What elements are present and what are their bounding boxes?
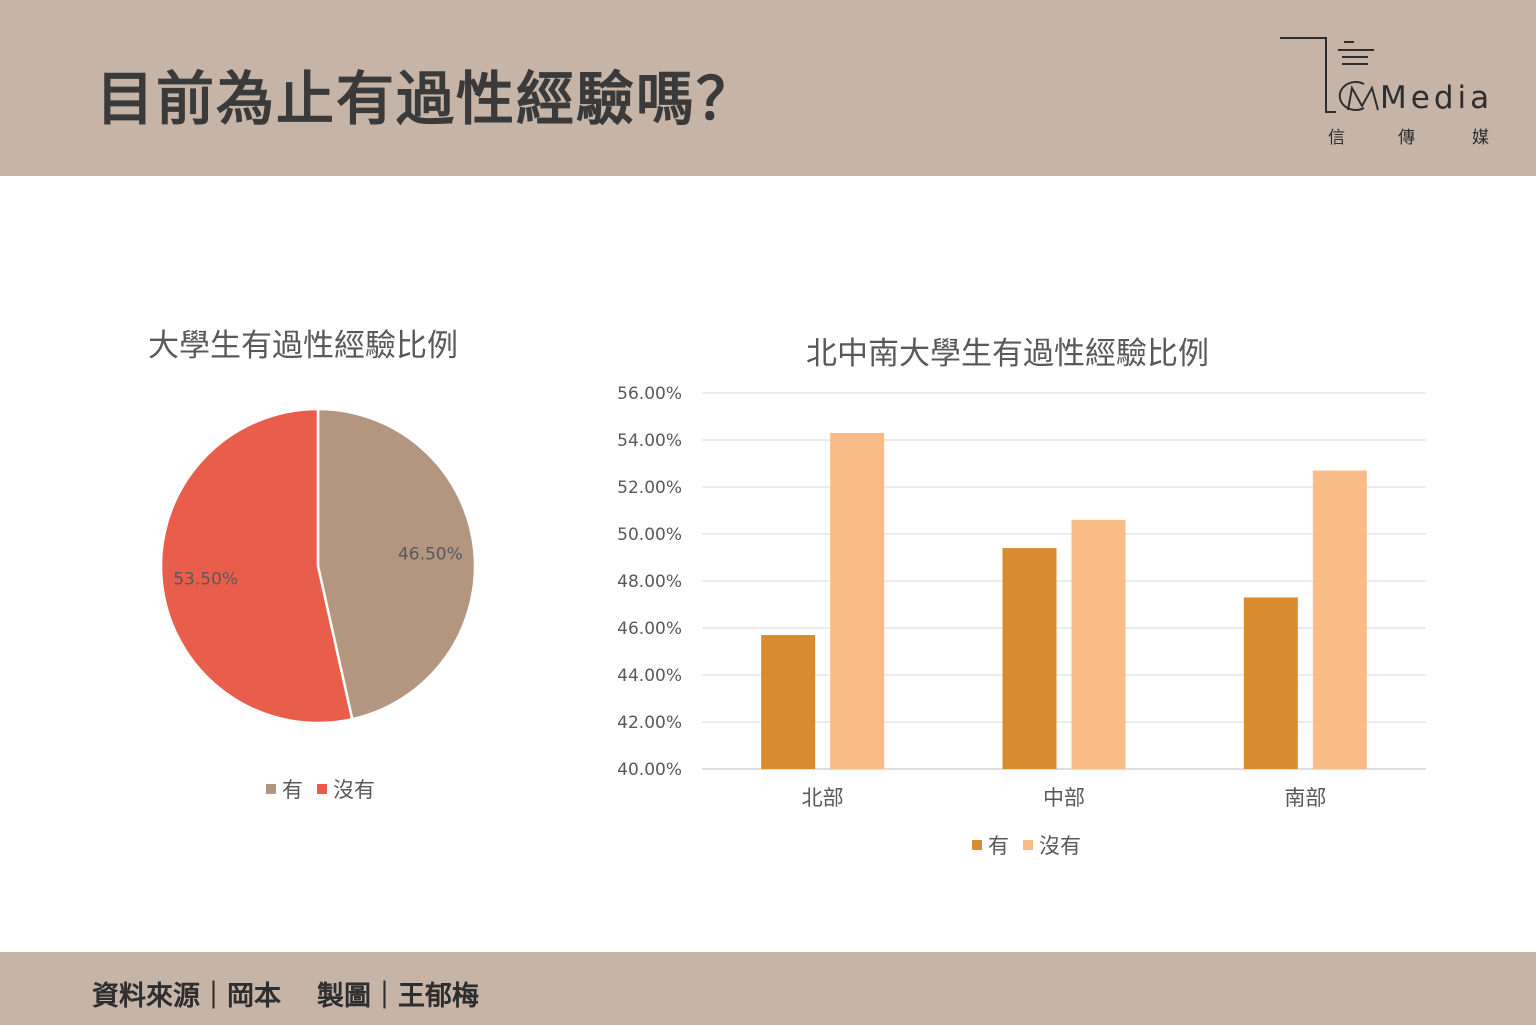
y-tick-label: 48.00% bbox=[617, 572, 682, 592]
logo-brand: Media bbox=[1380, 80, 1493, 116]
logo-chinese-1: 信 bbox=[1328, 128, 1345, 148]
bar-chart: 40.00% 42.00% 44.00% 46.00% 48.00% 50.00% 52.0… bbox=[617, 384, 1426, 810]
bar-legend-label-yes: 有 bbox=[988, 834, 1009, 858]
x-tick-label: 中部 bbox=[1043, 786, 1085, 810]
x-tick-label: 南部 bbox=[1284, 786, 1326, 810]
y-tick-label: 42.00% bbox=[617, 713, 682, 733]
pie-legend: 有 沒有 bbox=[266, 774, 389, 804]
bar-yes-2 bbox=[1243, 597, 1298, 769]
x-tick-label: 北部 bbox=[802, 786, 844, 810]
y-tick-label: 52.00% bbox=[617, 478, 682, 498]
bar-legend-swatch-no bbox=[1023, 840, 1033, 850]
bar-legend: 有 沒有 bbox=[972, 830, 1095, 860]
pie-slice-yes bbox=[316, 407, 477, 721]
media-logo: Media 信 傳 媒 bbox=[1280, 37, 1493, 148]
pie-slice-no bbox=[159, 407, 354, 725]
bar-yes-0 bbox=[761, 635, 816, 769]
y-tick-label: 44.00% bbox=[617, 666, 682, 686]
y-tick-label: 50.00% bbox=[617, 525, 682, 545]
pie-legend-label-yes: 有 bbox=[282, 778, 303, 802]
bar-chart-title: 北中南大學生有過性經驗比例 bbox=[806, 336, 1209, 372]
bar-legend-item-yes: 有 bbox=[972, 830, 1009, 860]
bar-no-0 bbox=[830, 432, 885, 769]
footer-band bbox=[0, 952, 1536, 1025]
header-band bbox=[0, 0, 1536, 176]
pie-legend-swatch-yes bbox=[266, 784, 276, 794]
logo-chinese-3: 媒 bbox=[1472, 128, 1489, 148]
y-tick-label: 54.00% bbox=[617, 431, 682, 451]
bar-legend-label-no: 沒有 bbox=[1039, 834, 1081, 858]
credits: 資料來源｜岡本 製圖｜王郁梅 bbox=[92, 974, 479, 1013]
y-tick-label: 40.00% bbox=[617, 760, 682, 780]
page-title: 目前為止有過性經驗嗎？ bbox=[96, 65, 757, 133]
pie-data-label-yes: 46.50% bbox=[398, 545, 463, 565]
bar-legend-item-no: 沒有 bbox=[1023, 830, 1081, 860]
pie-chart-title: 大學生有過性經驗比例 bbox=[148, 328, 458, 364]
logo-mark bbox=[1280, 37, 1379, 113]
y-tick-label: 56.00% bbox=[617, 384, 682, 404]
bar-no-2 bbox=[1312, 470, 1367, 769]
pie-chart: 46.50% 53.50% bbox=[159, 407, 477, 725]
pie-legend-label-no: 沒有 bbox=[333, 778, 375, 802]
logo-chinese-2: 傳 bbox=[1398, 128, 1415, 148]
pie-legend-item-yes: 有 bbox=[266, 774, 303, 804]
bar-yes-1 bbox=[1002, 548, 1057, 769]
y-tick-label: 46.00% bbox=[617, 619, 682, 639]
pie-data-label-no: 53.50% bbox=[173, 569, 238, 589]
bar-legend-swatch-yes bbox=[972, 840, 982, 850]
chart-maker-credit: 製圖｜王郁梅 bbox=[317, 981, 479, 1012]
bar-no-1 bbox=[1071, 519, 1126, 769]
data-source-credit: 資料來源｜岡本 bbox=[92, 981, 281, 1012]
pie-legend-swatch-no bbox=[317, 784, 327, 794]
pie-legend-item-no: 沒有 bbox=[317, 774, 375, 804]
